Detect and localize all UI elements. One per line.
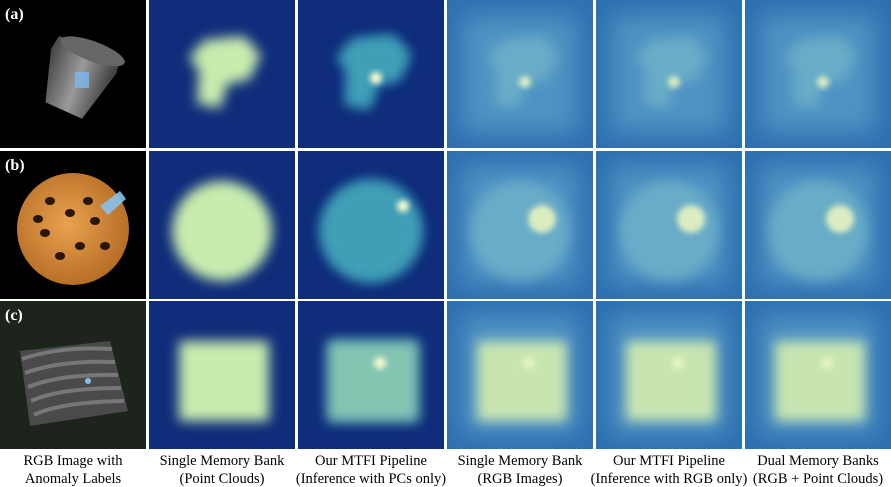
chip: [45, 197, 55, 205]
hotspot: [397, 200, 409, 212]
chip: [55, 252, 65, 260]
hotspot: [817, 76, 829, 88]
chip: [65, 209, 75, 217]
hotspot: [523, 357, 535, 369]
column-caption: (Inference with PCs only): [296, 471, 446, 487]
panel: [149, 151, 295, 299]
panel: [447, 0, 593, 148]
row-label: (b): [5, 157, 25, 174]
blob: [626, 341, 716, 421]
panel: [596, 151, 742, 299]
column-caption: Single Memory Bank: [458, 453, 584, 469]
anomaly: [75, 72, 89, 88]
blob: [172, 181, 272, 281]
column-caption: Anomaly Labels: [25, 471, 122, 487]
panel: [149, 301, 295, 449]
panel: [447, 301, 593, 449]
panel: [447, 151, 593, 299]
cookie: [17, 173, 129, 285]
chip: [33, 215, 43, 223]
column-caption: Our MTFI Pipeline: [613, 453, 725, 469]
blob: [179, 341, 269, 421]
hotspot: [677, 205, 705, 233]
blob: [477, 341, 567, 421]
row-label: (a): [5, 6, 24, 23]
blob: [619, 181, 719, 281]
panel: [298, 0, 444, 148]
chip: [40, 229, 50, 237]
column-caption: (Inference with RGB only): [591, 471, 748, 487]
blob: [328, 341, 418, 421]
column-caption: (Point Clouds): [180, 471, 265, 487]
column-caption: Single Memory Bank: [160, 453, 286, 469]
blob: [470, 181, 570, 281]
hotspot: [668, 76, 680, 88]
hotspot: [519, 76, 531, 88]
panel: [745, 301, 891, 449]
panel: [596, 0, 742, 148]
panel: [149, 0, 295, 148]
column-caption: RGB Image with: [23, 453, 123, 469]
panel: [596, 301, 742, 449]
column-caption: Dual Memory Banks: [757, 453, 879, 469]
column-caption: Our MTFI Pipeline: [315, 453, 427, 469]
hotspot: [528, 205, 556, 233]
blob: [768, 181, 868, 281]
column-caption: (RGB Images): [478, 471, 563, 487]
column-caption: (RGB + Point Clouds): [753, 471, 883, 487]
hotspot: [821, 357, 833, 369]
row-label: (c): [5, 307, 23, 324]
panel: (c): [0, 301, 146, 449]
chip: [90, 217, 100, 225]
panel: (a): [0, 0, 146, 148]
chip: [83, 197, 93, 205]
hotspot: [374, 357, 386, 369]
panel: (b): [0, 151, 146, 299]
panel: [298, 301, 444, 449]
blob: [775, 341, 865, 421]
hotspot: [370, 72, 382, 84]
anomaly: [85, 378, 91, 384]
blob: [321, 181, 421, 281]
chip: [100, 242, 110, 250]
hotspot: [672, 357, 684, 369]
panel: [745, 151, 891, 299]
figure: (a) (b) (c) RGB Image with Anomaly Labels Sin…: [0, 0, 891, 487]
panel: [745, 0, 891, 148]
hotspot: [826, 205, 854, 233]
panel: [298, 151, 444, 299]
chip: [75, 242, 85, 250]
